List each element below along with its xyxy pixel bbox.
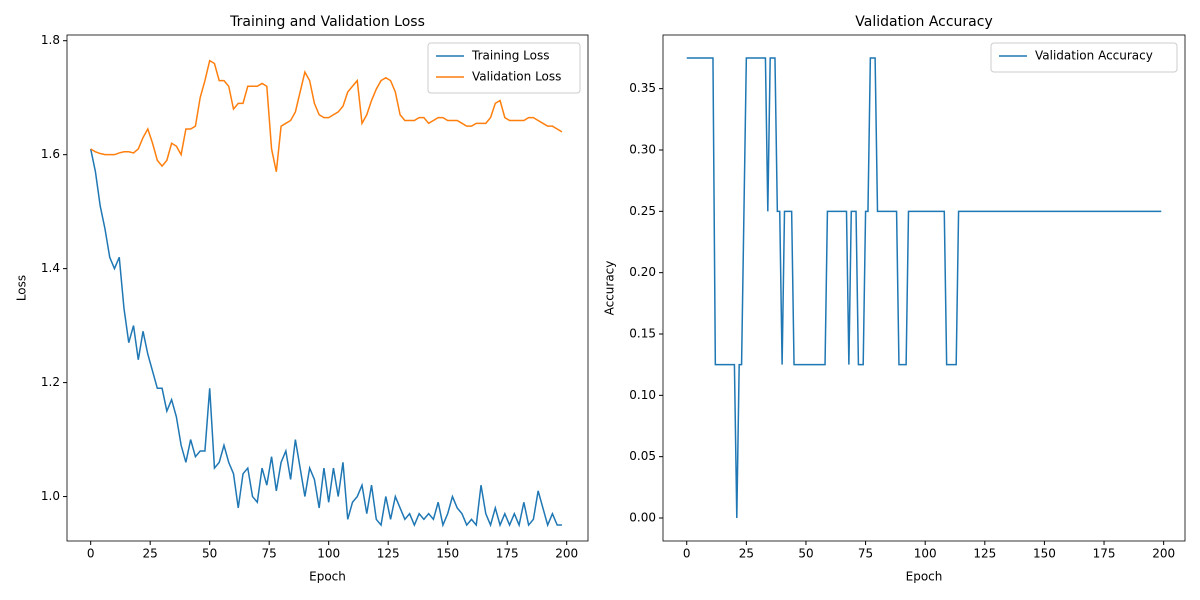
legend-label: Validation Loss [472, 70, 561, 84]
x-tick-label: 150 [1033, 547, 1056, 561]
series-line [90, 59, 563, 172]
x-tick-label: 125 [973, 547, 996, 561]
y-axis-label: Accuracy [603, 261, 617, 316]
plot-frame [662, 34, 1186, 542]
legend-label: Training Loss [471, 49, 549, 63]
y-tick-label: 0.35 [629, 81, 656, 95]
x-tick-label: 175 [496, 547, 519, 561]
series-line [686, 57, 1162, 519]
y-tick-label: 0.25 [629, 204, 656, 218]
y-tick-label: 0.20 [629, 265, 656, 279]
x-tick-label: 0 [683, 547, 691, 561]
x-tick-label: 75 [858, 547, 873, 561]
x-tick-label: 200 [555, 547, 578, 561]
x-tick-label: 50 [798, 547, 813, 561]
chart-title: Validation Accuracy [855, 14, 993, 30]
x-axis-label: Epoch [309, 570, 346, 584]
x-tick-label: 25 [143, 547, 158, 561]
x-tick-label: 175 [1093, 547, 1116, 561]
legend-label: Validation Accuracy [1035, 49, 1153, 63]
x-tick-label: 25 [739, 547, 754, 561]
y-tick-label: 0.30 [629, 143, 656, 157]
x-tick-label: 0 [87, 547, 95, 561]
x-tick-label: 100 [317, 547, 340, 561]
x-tick-label: 75 [262, 547, 277, 561]
y-tick-label: 1.0 [41, 489, 60, 503]
x-axis-label: Epoch [906, 570, 943, 584]
x-tick-label: 50 [202, 547, 217, 561]
legend: Training Loss Validation Loss [427, 42, 581, 94]
y-tick-label: 1.8 [41, 33, 60, 47]
x-tick-label: 125 [377, 547, 400, 561]
x-tick-label: 200 [1152, 547, 1175, 561]
legend-box [427, 42, 581, 94]
y-axis-label: Loss [15, 275, 29, 301]
chart-title: Training and Validation Loss [229, 14, 425, 30]
y-tick-label: 1.6 [41, 147, 60, 161]
legend: Validation Accuracy [990, 42, 1178, 73]
series-line [89, 148, 562, 528]
y-tick-label: 1.4 [41, 261, 60, 275]
y-tick-label: 0.00 [629, 511, 656, 525]
plot-frame [66, 34, 589, 542]
y-tick-label: 0.05 [629, 449, 656, 463]
x-tick-label: 100 [914, 547, 937, 561]
y-tick-label: 0.10 [629, 388, 656, 402]
y-tick-label: 0.15 [629, 327, 656, 341]
legend-box [990, 42, 1178, 73]
y-tick-label: 1.2 [41, 375, 60, 389]
x-tick-label: 150 [436, 547, 459, 561]
